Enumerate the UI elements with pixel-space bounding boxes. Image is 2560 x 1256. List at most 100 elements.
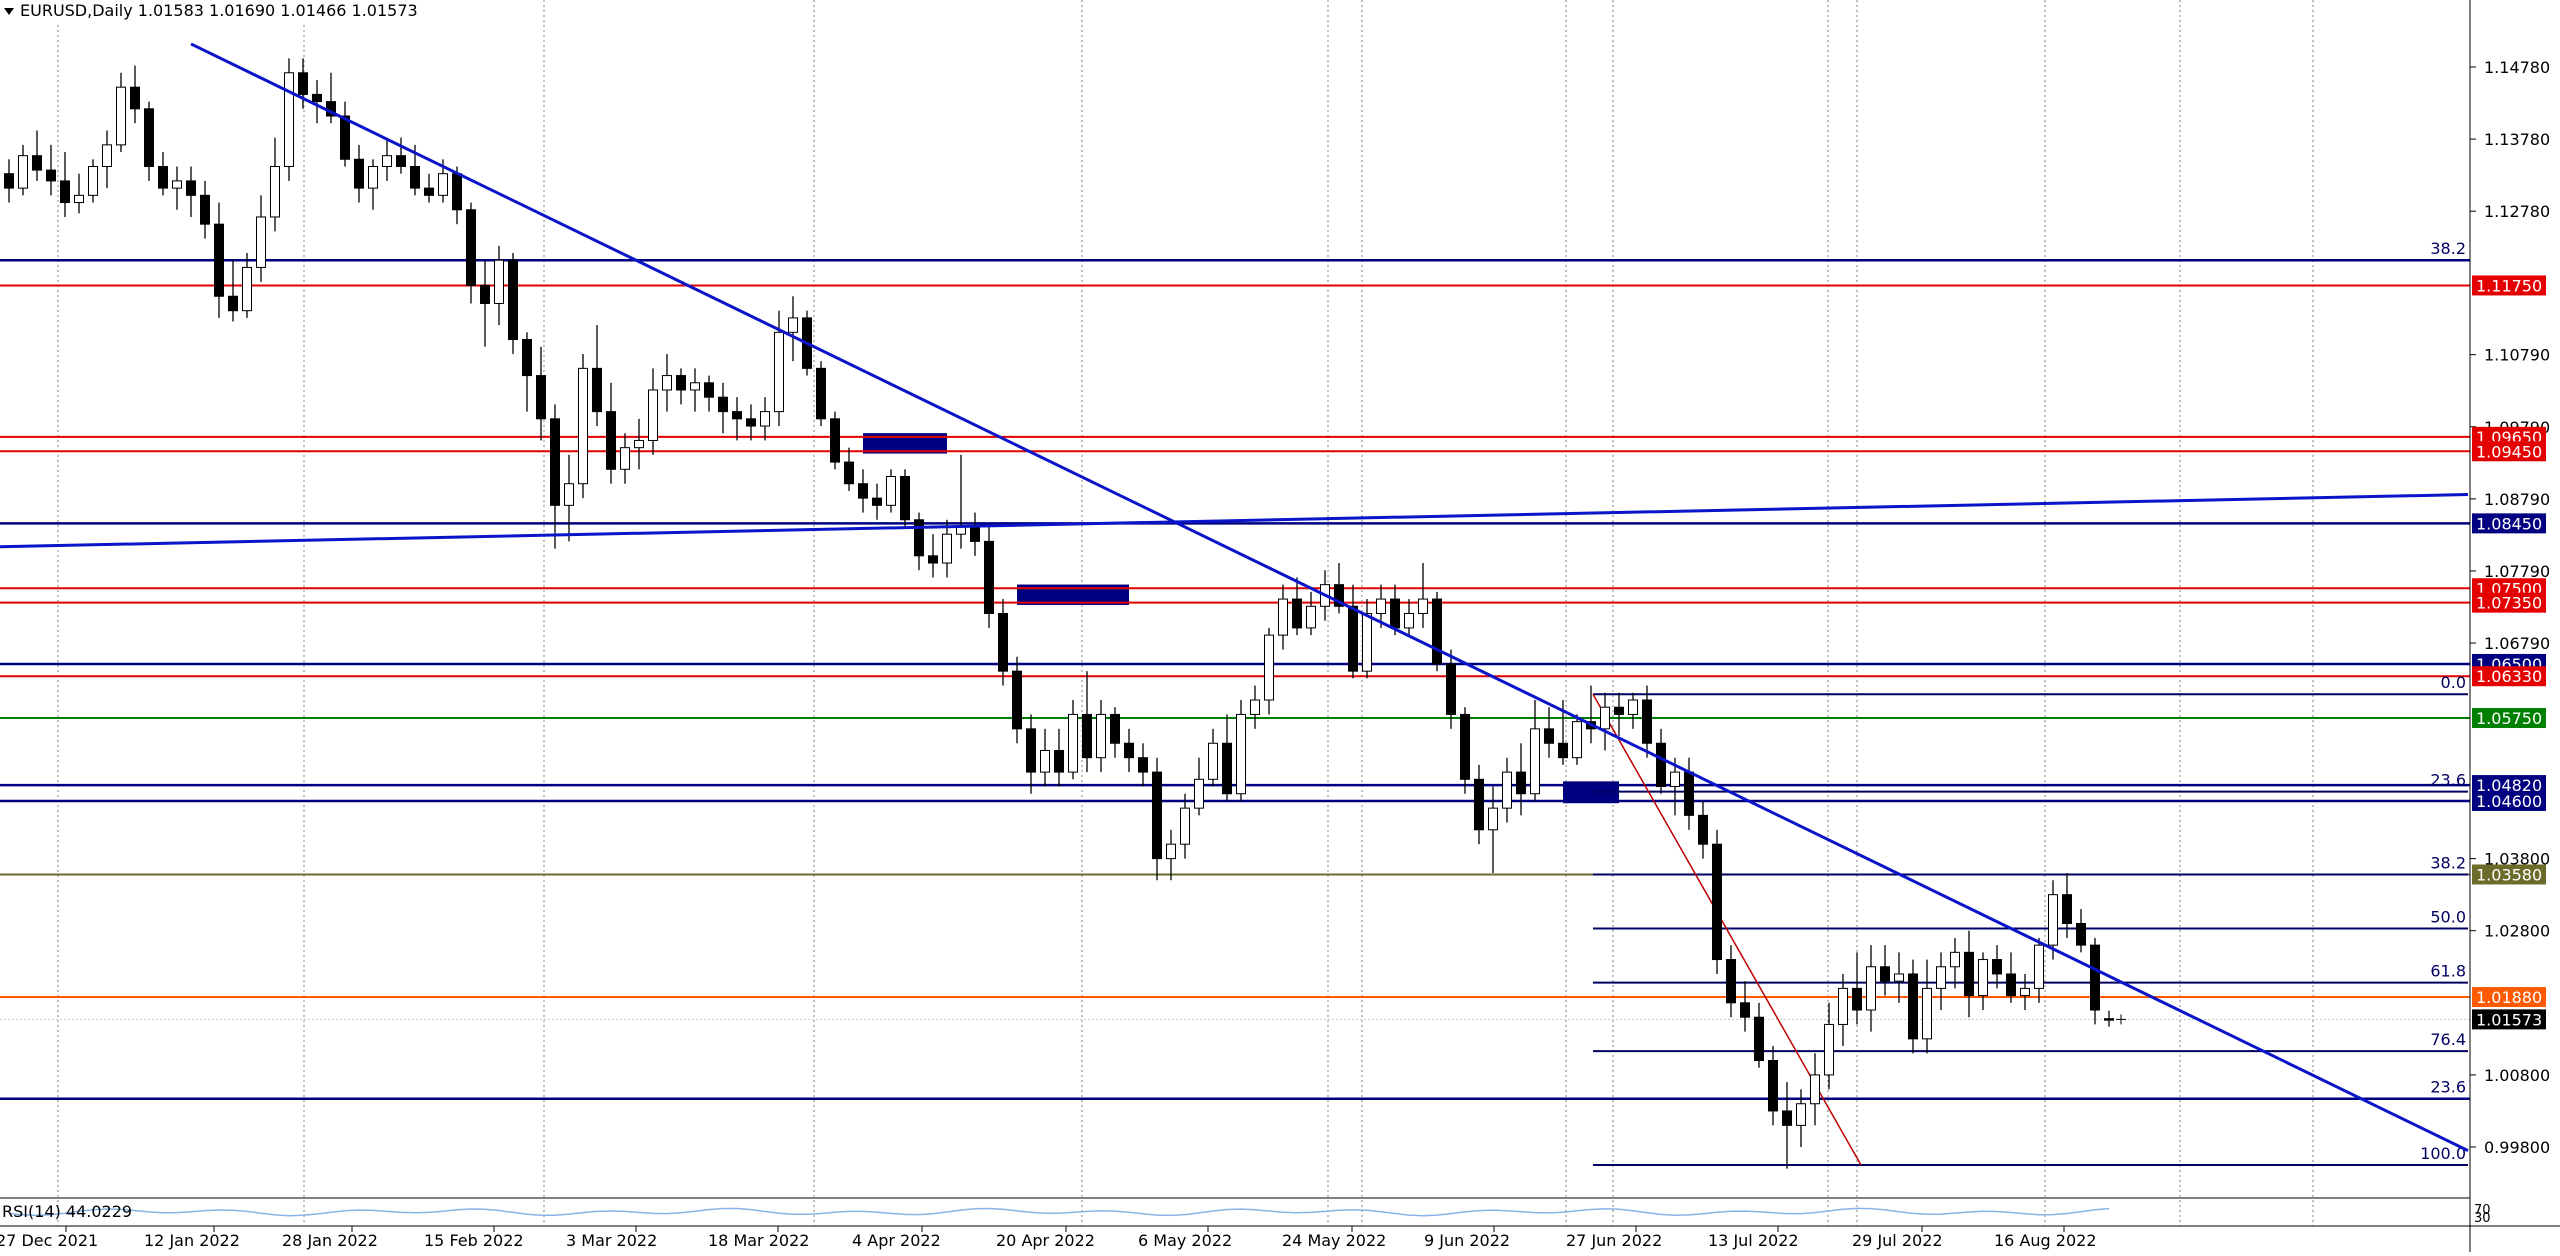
rsi-label: RSI(14) 44.0229 xyxy=(2,1202,132,1221)
price-tag[interactable] xyxy=(2472,513,2546,534)
candle-body xyxy=(1572,721,1582,759)
candle-body xyxy=(1460,713,1470,780)
candle-body xyxy=(522,339,532,377)
horizontal-levels[interactable] xyxy=(0,258,2470,1100)
candle-body xyxy=(424,187,434,196)
candle-body xyxy=(704,382,714,398)
candle-body xyxy=(116,86,126,146)
price-tag[interactable] xyxy=(2472,592,2546,613)
price-tick-label: 1.00800 xyxy=(2484,1066,2550,1085)
candle-body xyxy=(1740,1002,1750,1018)
candle-body xyxy=(200,194,210,225)
candle-body xyxy=(1684,771,1694,816)
candle-body xyxy=(536,375,546,420)
candle-body xyxy=(1866,966,1876,1011)
time-tick-label: 3 Mar 2022 xyxy=(566,1231,657,1250)
candle-body xyxy=(578,367,588,485)
candle-body xyxy=(774,331,784,413)
candle-body xyxy=(1012,670,1022,730)
candle-body xyxy=(2076,923,2086,946)
trendline[interactable] xyxy=(190,42,2469,1152)
candle-body xyxy=(312,93,322,103)
candles xyxy=(4,58,2126,1169)
support-zone xyxy=(1017,584,1129,605)
candle-body xyxy=(354,158,364,189)
time-tick-label: 24 May 2022 xyxy=(1282,1231,1386,1250)
candle-body xyxy=(1362,612,1372,672)
candle-body xyxy=(550,418,560,506)
fib-level-label: 23.6 xyxy=(2430,771,2466,790)
candle-body xyxy=(1040,749,1050,773)
candle-body xyxy=(74,194,84,204)
price-tag-label: 1.09450 xyxy=(2476,442,2542,461)
price-tag[interactable] xyxy=(2472,275,2546,296)
candle-body xyxy=(1712,843,1722,961)
candle-body xyxy=(830,418,840,463)
price-tag[interactable] xyxy=(2472,708,2546,729)
chart-header-text: EURUSD,Daily 1.01583 1.01690 1.01466 1.0… xyxy=(20,1,418,20)
price-tag-label: 1.08450 xyxy=(2476,514,2542,533)
price-tag[interactable] xyxy=(2472,441,2546,462)
candle-body xyxy=(1754,1016,1764,1061)
trendlines[interactable] xyxy=(0,42,2469,1152)
candle-body xyxy=(1390,598,1400,629)
candle-body xyxy=(1124,742,1134,759)
price-tag[interactable] xyxy=(2472,775,2546,796)
candle-body xyxy=(928,555,938,564)
candle-body xyxy=(984,540,994,614)
price-tag-label: 1.06330 xyxy=(2476,667,2542,686)
candle-body xyxy=(1670,771,1680,788)
candle-body xyxy=(508,259,518,341)
time-tick-label: 13 Jul 2022 xyxy=(1708,1231,1799,1250)
candle-body xyxy=(620,447,630,470)
candle-body xyxy=(214,223,224,297)
time-tick-label: 4 Apr 2022 xyxy=(852,1231,941,1250)
fib-level-label: 76.4 xyxy=(2430,1030,2466,1049)
candle-body xyxy=(102,144,112,167)
candle-body xyxy=(1544,728,1554,744)
candle-body xyxy=(1978,959,1988,997)
time-tick-label: 12 Jan 2022 xyxy=(144,1231,240,1250)
candle-body xyxy=(2090,944,2100,1011)
candle-body xyxy=(564,483,574,506)
candle-body xyxy=(46,169,56,182)
candle-body xyxy=(1348,605,1358,672)
price-tag[interactable] xyxy=(2472,1009,2546,1030)
time-tick-label: 6 May 2022 xyxy=(1138,1231,1232,1250)
candle-body xyxy=(1446,663,1456,715)
time-axis[interactable]: 27 Dec 2021 12 Jan 2022 28 Jan 2022 15 Feb … xyxy=(0,1226,2097,1250)
candle-body xyxy=(1222,742,1232,795)
price-tag[interactable] xyxy=(2472,666,2546,687)
candle-body xyxy=(1236,713,1246,795)
candle-body xyxy=(2020,987,2030,997)
candle-body xyxy=(1306,605,1316,629)
candle-body xyxy=(1726,959,1736,1004)
price-tick-label: 1.06790 xyxy=(2484,634,2550,653)
price-tag[interactable] xyxy=(2472,790,2546,811)
candle-body xyxy=(18,155,28,189)
price-tag-label: 1.11750 xyxy=(2476,276,2542,295)
candle-body xyxy=(970,526,980,542)
candle-body xyxy=(1488,807,1498,831)
candle-body xyxy=(1530,728,1540,795)
candle-body xyxy=(1558,742,1568,759)
zones xyxy=(863,433,1619,804)
candle-body xyxy=(1964,951,1974,997)
price-tag[interactable] xyxy=(2472,987,2546,1008)
candle-body xyxy=(242,266,252,312)
trendline[interactable] xyxy=(0,493,2469,549)
candle-body xyxy=(592,367,602,413)
candle-body xyxy=(340,115,350,160)
candle-body xyxy=(676,375,686,391)
candle-body xyxy=(1334,584,1344,607)
candle-body xyxy=(4,173,14,189)
chart-header[interactable]: EURUSD,Daily 1.01583 1.01690 1.01466 1.0… xyxy=(0,0,418,22)
price-tag[interactable] xyxy=(2472,864,2546,885)
dropdown-triangle-icon[interactable] xyxy=(4,8,14,15)
candle-body xyxy=(1642,699,1652,744)
candle-body xyxy=(1138,757,1148,773)
rsi-line xyxy=(8,1207,2110,1217)
